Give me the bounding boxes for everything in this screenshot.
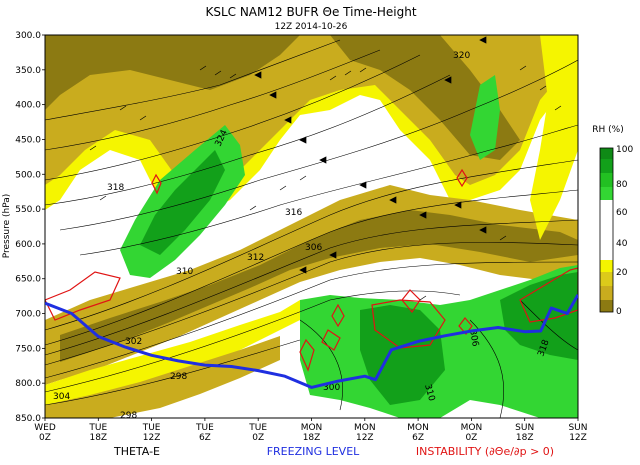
x-tick-hour: 6Z xyxy=(199,433,211,443)
contour-label: 316 xyxy=(285,208,302,218)
x-tick-hour: 0Z xyxy=(252,433,264,443)
contour-labels: 320 324 318 316 312 310 306 302 298 304 … xyxy=(53,51,552,421)
x-tick-day: SUN xyxy=(515,423,534,433)
x-tick-hour: 18Z xyxy=(516,433,534,443)
x-tick-day: TUE xyxy=(248,423,267,433)
rh-colorbar xyxy=(599,147,614,313)
contour-label: 306 xyxy=(305,243,322,253)
x-tick-day: TUE xyxy=(195,423,214,433)
colorbar-tick: 80 xyxy=(616,180,628,190)
x-tick-day: WED xyxy=(34,423,56,433)
legend-instability: INSTABILITY (∂Θe/∂p > 0) xyxy=(416,445,554,458)
x-tick-day: TUE xyxy=(142,423,161,433)
rh-shading xyxy=(45,35,578,418)
x-tick-day: MON xyxy=(301,423,323,433)
x-tick-hour: 12Z xyxy=(143,433,161,443)
colorbar-ticks: 100 80 60 40 20 0 xyxy=(616,145,633,317)
y-tick-label: 650.0 xyxy=(15,275,41,285)
chart-subtitle: 12Z 2014-10-26 xyxy=(275,22,348,32)
y-tick-label: 850.0 xyxy=(15,414,41,424)
contour-label: 300 xyxy=(323,383,340,393)
contour-label: 298 xyxy=(120,411,137,421)
y-tick-label: 300.0 xyxy=(15,31,41,41)
contour-label: 306 xyxy=(467,329,480,348)
y-tick-label: 600.0 xyxy=(15,240,41,250)
x-tick-hour: 18Z xyxy=(89,433,107,443)
contour-label: 304 xyxy=(53,392,70,402)
theta-e-contours xyxy=(45,39,578,418)
contour-label: 312 xyxy=(247,253,264,263)
y-axis-label: Pressure (hPa) xyxy=(2,194,12,259)
y-tick-label: 750.0 xyxy=(15,344,41,354)
x-tick-hour: 18Z xyxy=(303,433,321,443)
contour-label: 310 xyxy=(422,383,436,402)
y-tick-label: 500.0 xyxy=(15,170,41,180)
chart-title: KSLC NAM12 BUFR Θe Time-Height xyxy=(205,5,416,19)
colorbar-label: RH (%) xyxy=(592,125,623,135)
freezing-level-line xyxy=(45,293,578,389)
contour-label: 302 xyxy=(125,337,142,347)
x-tick-hour: 0Z xyxy=(39,433,51,443)
y-axis-ticks: 300.0 350.0 400.0 450.0 500.0 550.0 600.0 650.0… xyxy=(15,31,45,424)
y-tick-label: 450.0 xyxy=(15,135,41,145)
contour-label: 320 xyxy=(453,51,470,61)
y-tick-label: 350.0 xyxy=(15,66,41,76)
instability-outlines xyxy=(45,168,578,372)
x-tick-hour: 12Z xyxy=(356,433,374,443)
contour-label: 298 xyxy=(170,372,187,382)
x-tick-day: MON xyxy=(461,423,483,433)
colorbar-tick: 20 xyxy=(616,268,628,278)
legend-freezing-level: FREEZING LEVEL xyxy=(267,445,360,458)
colorbar-tick: 100 xyxy=(616,145,633,155)
y-tick-label: 550.0 xyxy=(15,205,41,215)
y-tick-label: 400.0 xyxy=(15,101,41,111)
x-tick-hour: 6Z xyxy=(412,433,424,443)
x-tick-hour: 0Z xyxy=(465,433,477,443)
y-tick-label: 800.0 xyxy=(15,379,41,389)
y-tick-label: 700.0 xyxy=(15,310,41,320)
x-axis-ticks: WED0ZTUE18ZTUE12ZTUE6ZTUE0ZMON18ZMON12ZM… xyxy=(34,418,588,443)
x-tick-day: SUN xyxy=(568,423,587,433)
x-tick-hour: 12Z xyxy=(569,433,587,443)
x-tick-day: MON xyxy=(354,423,376,433)
contour-label: 310 xyxy=(176,267,193,277)
legend-theta-e: THETA-E xyxy=(113,445,160,458)
wind-barbs xyxy=(89,36,562,301)
colorbar-tick: 0 xyxy=(616,307,622,317)
colorbar-tick: 60 xyxy=(616,208,628,218)
colorbar-tick: 40 xyxy=(616,239,628,249)
contour-label: 318 xyxy=(107,183,124,193)
x-tick-day: TUE xyxy=(88,423,107,433)
x-tick-day: MON xyxy=(407,423,429,433)
